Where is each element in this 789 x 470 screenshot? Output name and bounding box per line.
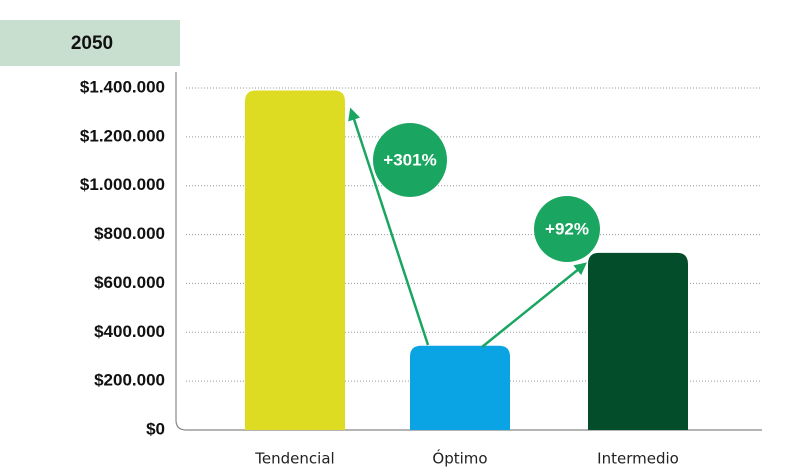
y-tick-label: $0 <box>146 419 165 438</box>
x-tick-label: Tendencial <box>254 450 334 468</box>
badge <box>373 123 447 197</box>
arrow <box>481 262 587 348</box>
bars <box>245 90 688 430</box>
arrow <box>348 107 430 346</box>
y-tick-label: $1.000.000 <box>80 175 165 194</box>
y-tick-label: $200.000 <box>94 371 165 390</box>
y-tick-label: $600.000 <box>94 273 165 292</box>
y-tick-label: $800.000 <box>94 224 165 243</box>
header-box <box>0 20 180 66</box>
annotation: +301% <box>383 150 436 169</box>
axis <box>175 72 762 431</box>
y-tick-label: $1.200.000 <box>80 126 165 145</box>
annotation: +92% <box>545 219 589 238</box>
badge <box>534 196 600 262</box>
y-tick-label: $400.000 <box>94 322 165 341</box>
bar <box>410 345 510 430</box>
bar <box>245 90 345 430</box>
bar <box>588 252 688 430</box>
chart-title: 2050 <box>71 33 113 54</box>
x-tick-label: Óptimo <box>432 449 487 468</box>
y-tick-label: $1.400.000 <box>80 77 165 96</box>
x-tick-label: Intermedio <box>597 450 679 468</box>
